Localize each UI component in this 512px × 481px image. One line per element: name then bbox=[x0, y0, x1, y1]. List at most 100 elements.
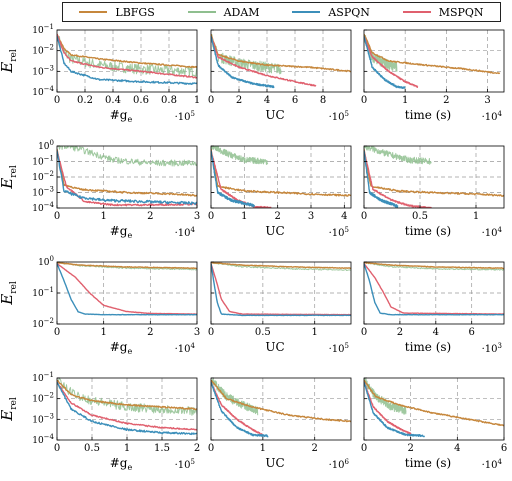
x-tick-label: 0.2 bbox=[77, 95, 93, 106]
series-line-lbfgs bbox=[57, 33, 197, 69]
x-tick-label: 1 bbox=[260, 443, 266, 454]
x-tick-label: 1 bbox=[100, 327, 106, 338]
y-axis-label-text: Erel bbox=[0, 165, 19, 190]
series-line-adam bbox=[57, 33, 197, 77]
legend-item-adam: ADAM bbox=[187, 5, 260, 19]
legend-label-adam: ADAM bbox=[223, 5, 260, 19]
x-tick-label: 0 bbox=[54, 95, 60, 106]
x-tick-label: 6 bbox=[469, 327, 475, 338]
x-scale-factor: ·104 bbox=[482, 458, 503, 471]
y-axis-label-text: Erel bbox=[0, 397, 19, 422]
y-axis-label-text: Erel bbox=[0, 49, 19, 74]
series-line-mspqn bbox=[211, 381, 264, 436]
panel-frame bbox=[210, 29, 352, 93]
x-tick-label: 0 bbox=[54, 443, 60, 454]
series-line-mspqn bbox=[211, 263, 351, 316]
x-axis-label: time (s) bbox=[405, 224, 451, 238]
x-tick-label: 8 bbox=[320, 95, 326, 106]
x-tick-label: 4 bbox=[264, 95, 270, 106]
legend-item-mspqn: MSPQN bbox=[402, 5, 484, 19]
y-tick-label: 10−1 bbox=[32, 23, 54, 36]
panel-frame bbox=[56, 29, 198, 93]
panel: 0 0.5 1 UC ·105 bbox=[208, 261, 352, 355]
series-line-adam bbox=[57, 378, 197, 416]
series-line-adam bbox=[211, 146, 269, 165]
series-line-adam bbox=[57, 146, 197, 167]
x-axis-label: #ge bbox=[110, 108, 133, 124]
x-tick-label: 0.6 bbox=[133, 95, 149, 106]
x-tick-label: 0 bbox=[361, 327, 367, 338]
series-line-aspqn bbox=[364, 36, 406, 89]
x-axis-label: time (s) bbox=[405, 340, 451, 354]
x-tick-label: 0 bbox=[208, 211, 214, 222]
x-tick-label: 3 bbox=[194, 327, 200, 338]
series-line-aspqn bbox=[57, 150, 197, 206]
panel: 0 1 2 UC ·106 bbox=[208, 377, 352, 471]
series-line-lbfgs bbox=[211, 33, 351, 73]
y-tick-label: 10−2 bbox=[32, 44, 54, 57]
x-axis-label: #ge bbox=[110, 224, 133, 240]
y-tick-label: 10−3 bbox=[32, 412, 54, 425]
y-tick-label: 10−4 bbox=[32, 201, 54, 214]
legend-label-mspqn: MSPQN bbox=[438, 5, 484, 19]
x-tick-label: 0.4 bbox=[105, 95, 121, 106]
panel-frame bbox=[363, 377, 505, 441]
x-tick-label: 1 bbox=[100, 211, 106, 222]
series-line-mspqn bbox=[57, 381, 197, 431]
series-line-aspqn bbox=[211, 381, 269, 438]
x-tick-label: 6 bbox=[292, 95, 298, 106]
y-tick-label: 10−1 bbox=[32, 155, 54, 168]
x-scale-factor: ·104 bbox=[175, 226, 196, 239]
series-line-aspqn bbox=[211, 150, 255, 208]
series-line-aspqn bbox=[211, 263, 351, 317]
x-tick-label: 2 bbox=[274, 211, 280, 222]
y-tick-label: 10−1 bbox=[32, 286, 54, 299]
series-line-lbfgs bbox=[57, 148, 197, 197]
x-tick-label: 1 bbox=[473, 211, 479, 222]
series-group bbox=[364, 33, 501, 89]
legend-label-lbfgs: LBFGS bbox=[115, 5, 155, 19]
panel: 0 1 2 3 time (s) ·104 bbox=[361, 29, 505, 123]
x-axis-label: time (s) bbox=[405, 108, 451, 122]
series-line-lbfgs bbox=[211, 262, 351, 270]
x-tick-label: 0 bbox=[208, 327, 214, 338]
series-line-mspqn bbox=[364, 263, 504, 315]
y-axis-label: Erel bbox=[0, 397, 19, 422]
x-scale-factor: ·105 bbox=[329, 342, 349, 355]
series-line-mspqn bbox=[57, 263, 197, 315]
series-line-mspqn bbox=[57, 33, 197, 79]
series-line-aspqn bbox=[57, 263, 197, 316]
y-tick-label: 10−4 bbox=[32, 433, 54, 446]
series-group bbox=[211, 146, 351, 208]
series-line-adam bbox=[364, 378, 407, 415]
legend-item-lbfgs: LBFGS bbox=[79, 5, 155, 19]
series-group bbox=[57, 262, 197, 316]
series-line-lbfgs bbox=[364, 379, 504, 427]
x-tick-label: 0 bbox=[208, 95, 214, 106]
legend-swatch-aspqn bbox=[292, 11, 321, 13]
panel: 0 0.5 1 1.5 2 10−4 10−3 10−2 10−1 #ge ·105 bbox=[32, 371, 200, 472]
series-line-lbfgs bbox=[364, 148, 504, 197]
y-tick-label: 10−3 bbox=[32, 64, 54, 77]
x-tick-label: 2 bbox=[236, 95, 242, 106]
x-axis-label: #ge bbox=[110, 340, 133, 356]
panel-frame bbox=[363, 29, 505, 93]
y-axis-label: Erel bbox=[0, 281, 19, 306]
series-line-lbfgs bbox=[57, 379, 197, 411]
x-scale-factor: ·104 bbox=[175, 342, 196, 355]
panel: 0 2 4 6 time (s) ·104 bbox=[361, 377, 507, 471]
x-axis-label: UC bbox=[265, 224, 284, 238]
panel: 0 1 2 3 10−4 10−3 10−2 10−1 100 #ge ·104 bbox=[32, 139, 200, 240]
series-line-aspqn bbox=[211, 36, 275, 89]
legend-swatch-lbfgs bbox=[79, 11, 108, 13]
x-tick-label: 1 bbox=[194, 95, 200, 106]
legend-item-aspqn: ASPQN bbox=[292, 6, 370, 19]
x-tick-label: 0 bbox=[361, 443, 367, 454]
x-axis-label: UC bbox=[265, 456, 284, 470]
x-tick-label: 1.5 bbox=[154, 443, 170, 454]
x-tick-label: 2 bbox=[397, 327, 403, 338]
y-axis-label: Erel bbox=[0, 49, 19, 74]
x-tick-label: 3 bbox=[484, 95, 490, 106]
x-tick-label: 3 bbox=[308, 211, 314, 222]
